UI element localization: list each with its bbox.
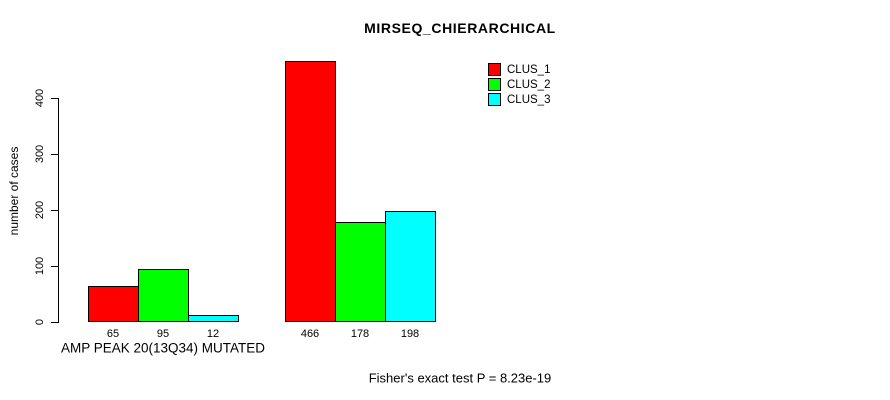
y-tick-label-300: 300 — [34, 144, 46, 164]
y-axis-label: number of cases — [7, 146, 21, 236]
bar-clus_1-group1 — [88, 286, 139, 322]
bar-clus_2-group1 — [138, 269, 189, 322]
y-tick-mark-300 — [51, 154, 58, 155]
y-tick-label-400: 400 — [34, 88, 46, 108]
y-tick-mark-400 — [51, 98, 58, 99]
bar-clus_3-group2 — [385, 211, 436, 322]
bar-value-label-clus_2-group2: 178 — [350, 328, 370, 340]
legend-swatch-clus_3 — [488, 93, 501, 106]
y-tick-mark-0 — [51, 322, 58, 323]
bar-value-label-clus_3-group1: 12 — [206, 328, 220, 340]
bar-value-label-clus_3-group2: 198 — [400, 328, 420, 340]
legend-swatch-clus_1 — [488, 63, 501, 76]
legend-label-clus_3: CLUS_3 — [507, 93, 551, 106]
legend-label-clus_2: CLUS_2 — [507, 78, 551, 91]
bar-clus_3-group1 — [188, 315, 239, 322]
x-axis-label: AMP PEAK 20(13Q34) MUTATED — [60, 340, 266, 356]
y-tick-label-100: 100 — [34, 256, 46, 276]
bar-value-label-clus_1-group1: 65 — [106, 328, 120, 340]
y-tick-label-0: 0 — [34, 318, 46, 326]
bar-clus_2-group2 — [335, 222, 386, 322]
bar-value-label-clus_1-group2: 466 — [300, 328, 320, 340]
y-axis-line — [58, 98, 59, 323]
legend-label-clus_1: CLUS_1 — [507, 63, 551, 76]
y-tick-label-200: 200 — [34, 200, 46, 220]
y-tick-mark-100 — [51, 266, 58, 267]
y-tick-mark-200 — [51, 210, 58, 211]
bar-clus_1-group2 — [285, 61, 336, 322]
legend-swatch-clus_2 — [488, 78, 501, 91]
bar-value-label-clus_2-group1: 95 — [156, 328, 170, 340]
chart-title: MIRSEQ_CHIERARCHICAL — [364, 20, 556, 36]
fisher-test-annotation: Fisher's exact test P = 8.23e-19 — [368, 370, 552, 386]
